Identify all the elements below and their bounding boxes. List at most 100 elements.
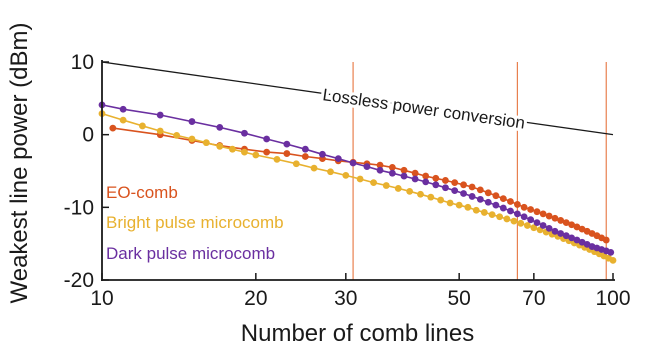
data-point: [376, 161, 384, 169]
data-point: [442, 184, 449, 192]
data-point: [573, 223, 581, 231]
x-axis-title: Number of comb lines: [241, 320, 474, 347]
data-point: [488, 211, 496, 219]
data-point: [334, 155, 342, 163]
data-series: [98, 101, 617, 264]
data-point: [382, 182, 390, 189]
data-point: [451, 187, 459, 195]
data-point: [400, 172, 408, 180]
data-point: [109, 124, 117, 132]
data-point: [530, 224, 538, 232]
data-point: [241, 129, 248, 137]
data-point: [499, 204, 507, 212]
data-point: [388, 163, 396, 171]
data-point: [370, 179, 377, 187]
data-point: [464, 203, 472, 211]
data-point: [394, 185, 402, 192]
data-point: [539, 222, 547, 229]
data-point: [301, 145, 309, 153]
data-point: [411, 169, 419, 177]
data-point: [319, 150, 326, 158]
data-point: [460, 181, 467, 189]
data-point: [513, 210, 521, 218]
data-point: [432, 174, 440, 182]
y-axis-ticks: 10 0 -10 -20: [64, 51, 109, 292]
data-point: [229, 145, 236, 153]
axes: [101, 60, 615, 281]
data-point: [427, 193, 435, 201]
legend-bright-pulse-microcomb: Bright pulse microcomb: [106, 213, 284, 232]
x-tick-label: 10: [90, 287, 113, 310]
data-point: [283, 140, 291, 148]
data-point: [480, 209, 488, 216]
data-point: [484, 198, 492, 206]
data-point: [533, 219, 541, 226]
data-point: [539, 210, 547, 218]
data-point: [573, 236, 581, 244]
data-point: [607, 248, 615, 256]
data-point: [422, 172, 430, 180]
data-point: [468, 183, 476, 191]
data-point: [507, 198, 514, 205]
data-point: [568, 221, 576, 229]
x-tick-label: 70: [522, 287, 545, 310]
x-tick-label: 100: [595, 287, 630, 310]
data-point: [202, 139, 210, 147]
data-point: [119, 116, 127, 124]
data-point: [455, 201, 463, 209]
data-point: [422, 178, 430, 186]
data-point: [388, 169, 396, 177]
data-point: [503, 215, 511, 223]
x-tick-label: 20: [244, 287, 267, 310]
data-point: [527, 216, 535, 224]
y-tick-label: 0: [82, 124, 94, 147]
reference-line: [101, 61, 614, 136]
data-point: [156, 127, 164, 135]
data-point: [252, 151, 260, 159]
data-point: [400, 166, 408, 174]
data-point: [301, 153, 309, 160]
x-tick-label: 30: [334, 287, 357, 310]
data-point: [139, 122, 146, 130]
data-point: [507, 207, 514, 215]
y-tick-label: 10: [71, 51, 94, 74]
data-point: [460, 190, 467, 197]
data-point: [527, 206, 535, 213]
data-point: [484, 189, 492, 197]
data-point: [520, 213, 528, 221]
data-point: [376, 166, 384, 174]
data-point: [446, 199, 454, 207]
data-point: [263, 135, 271, 143]
data-point: [292, 160, 300, 168]
data-point: [451, 179, 459, 187]
data-point: [188, 135, 196, 143]
data-point: [557, 217, 565, 224]
legend: EO-comb Bright pulse microcomb Dark puls…: [104, 181, 287, 266]
data-point: [551, 227, 559, 235]
data-point: [349, 159, 357, 167]
data-point: [568, 234, 576, 242]
data-point: [476, 186, 484, 194]
data-point: [363, 163, 371, 171]
reference-line-label: Lossless power conversion: [321, 85, 526, 133]
data-point: [602, 236, 610, 244]
data-point: [173, 131, 181, 139]
data-point: [562, 232, 570, 240]
data-point: [545, 212, 553, 220]
data-point: [468, 193, 476, 200]
y-tick-label: -10: [64, 196, 94, 219]
data-point: [533, 208, 541, 216]
data-point: [406, 187, 414, 195]
data-point: [442, 177, 449, 184]
x-tick-label: 50: [447, 287, 470, 310]
data-point: [513, 201, 521, 208]
data-point: [517, 219, 525, 227]
data-point: [472, 206, 480, 214]
data-point: [216, 142, 224, 150]
data-point: [496, 213, 504, 221]
data-point: [510, 217, 518, 225]
data-point: [263, 148, 271, 156]
y-axis-title: Weakest line power (dBm): [6, 23, 33, 304]
data-point: [557, 230, 565, 237]
